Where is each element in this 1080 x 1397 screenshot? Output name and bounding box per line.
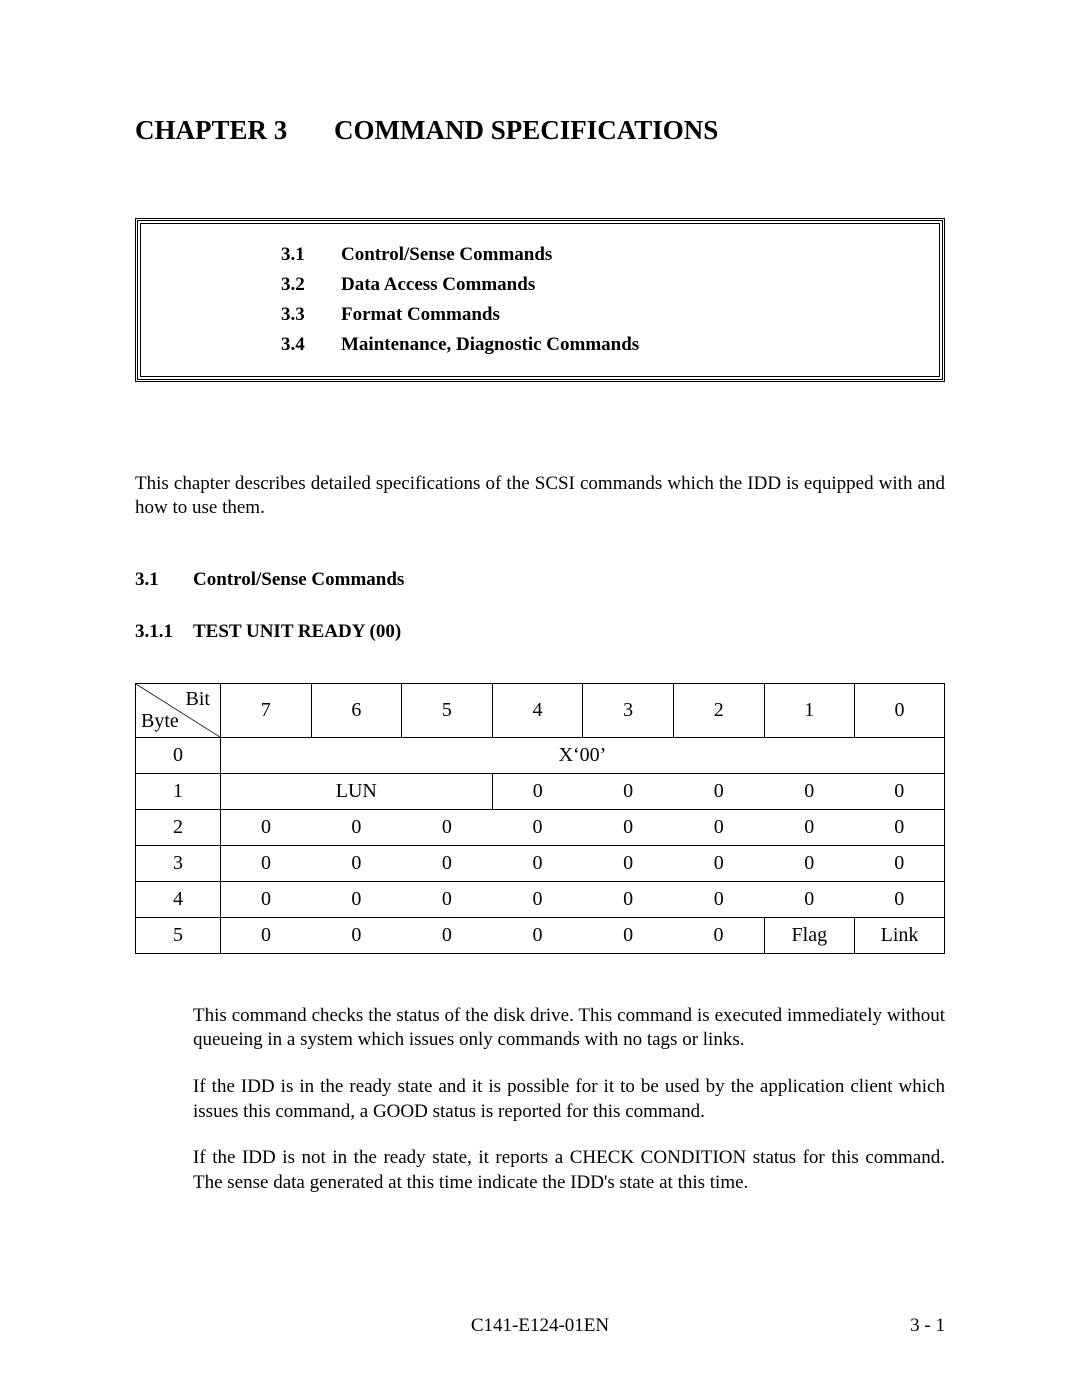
byte-cell: 5	[136, 917, 221, 953]
table-cell: 0	[220, 809, 311, 845]
table-cell: 0	[492, 881, 583, 917]
bit-header: 4	[492, 683, 583, 737]
table-cell: 0	[673, 917, 764, 953]
table-cell: 0	[673, 773, 764, 809]
toc-label: Format Commands	[341, 304, 500, 326]
table-cell: 0	[311, 845, 402, 881]
section-num: 3.1	[135, 569, 193, 591]
corner-byte-label: Byte	[141, 710, 179, 733]
table-cell: 0	[583, 917, 674, 953]
toc-row: 3.2 Data Access Commands	[141, 270, 939, 300]
table-cell: 0	[402, 845, 493, 881]
table-cell: Link	[855, 917, 945, 953]
table-cell: 0	[583, 773, 674, 809]
section-title: Control/Sense Commands	[193, 569, 404, 591]
paragraph: This command checks the status of the di…	[193, 1004, 945, 1053]
byte-cell: 1	[136, 773, 221, 809]
table-cell: 0	[311, 917, 402, 953]
table-cell: 0	[583, 845, 674, 881]
bit-header: 2	[673, 683, 764, 737]
toc-box-inner: 3.1 Control/Sense Commands 3.2 Data Acce…	[140, 223, 940, 377]
table-cell: 0	[492, 845, 583, 881]
table-cell: 0	[311, 881, 402, 917]
bit-header: 5	[402, 683, 493, 737]
toc-row: 3.3 Format Commands	[141, 300, 939, 330]
chapter-name: COMMAND SPECIFICATIONS	[334, 115, 718, 145]
table-cell: 0	[673, 809, 764, 845]
table-cell: LUN	[220, 773, 492, 809]
byte-cell: 3	[136, 845, 221, 881]
toc-num: 3.1	[281, 244, 341, 266]
table-cell: 0	[492, 809, 583, 845]
table-cell: 0	[764, 809, 855, 845]
bit-header: 1	[764, 683, 855, 737]
subsection-title: TEST UNIT READY (00)	[193, 621, 401, 643]
table-cell: 0	[492, 773, 583, 809]
table-cell: 0	[402, 881, 493, 917]
toc-label: Data Access Commands	[341, 274, 535, 296]
table-cell: 0	[220, 917, 311, 953]
table-cell: 0	[402, 917, 493, 953]
command-table: BitByte765432100X‘00’1LUN000002000000003…	[135, 683, 945, 954]
table-cell: 0	[764, 773, 855, 809]
intro-paragraph: This chapter describes detailed specific…	[135, 472, 945, 521]
footer-pageno: 3 - 1	[910, 1315, 945, 1337]
table-cell: 0	[220, 881, 311, 917]
table-cell: 0	[492, 917, 583, 953]
bit-header: 3	[583, 683, 674, 737]
toc-box: 3.1 Control/Sense Commands 3.2 Data Acce…	[135, 218, 945, 382]
table-cell: Flag	[764, 917, 855, 953]
paragraph: If the IDD is not in the ready state, it…	[193, 1146, 945, 1195]
table-cell: 0	[311, 809, 402, 845]
bit-header: 7	[220, 683, 311, 737]
table-corner-cell: Bit Byte	[136, 683, 221, 737]
byte-cell: 0	[136, 737, 221, 773]
byte-cell: 4	[136, 881, 221, 917]
table-cell: 0	[764, 881, 855, 917]
table-cell: 0	[583, 809, 674, 845]
table-cell: 0	[855, 809, 945, 845]
table-cell: 0	[402, 809, 493, 845]
table-cell: X‘00’	[220, 737, 944, 773]
table-cell: 0	[673, 845, 764, 881]
toc-row: 3.1 Control/Sense Commands	[141, 240, 939, 270]
table-cell: 0	[673, 881, 764, 917]
toc-label: Maintenance, Diagnostic Commands	[341, 334, 639, 356]
paragraph: If the IDD is in the ready state and it …	[193, 1075, 945, 1124]
byte-cell: 2	[136, 809, 221, 845]
corner-bit-label: Bit	[185, 688, 209, 711]
table-cell: 0	[764, 845, 855, 881]
subsection-num: 3.1.1	[135, 621, 193, 643]
body-text: This command checks the status of the di…	[135, 1004, 945, 1196]
table-cell: 0	[855, 845, 945, 881]
chapter-title: CHAPTER 3 COMMAND SPECIFICATIONS	[135, 115, 945, 146]
bit-header: 6	[311, 683, 402, 737]
bit-header: 0	[855, 683, 945, 737]
table-cell: 0	[855, 881, 945, 917]
toc-num: 3.4	[281, 334, 341, 356]
toc-label: Control/Sense Commands	[341, 244, 552, 266]
subsection-heading: 3.1.1 TEST UNIT READY (00)	[135, 621, 945, 643]
table-cell: 0	[583, 881, 674, 917]
footer-docno: C141-E124-01EN	[471, 1315, 609, 1337]
toc-num: 3.3	[281, 304, 341, 326]
page-footer: C141-E124-01EN 3 - 1	[135, 1315, 945, 1337]
chapter-label: CHAPTER 3	[135, 115, 287, 145]
table-cell: 0	[220, 845, 311, 881]
section-heading: 3.1 Control/Sense Commands	[135, 569, 945, 591]
table-cell: 0	[855, 773, 945, 809]
toc-num: 3.2	[281, 274, 341, 296]
toc-row: 3.4 Maintenance, Diagnostic Commands	[141, 330, 939, 360]
